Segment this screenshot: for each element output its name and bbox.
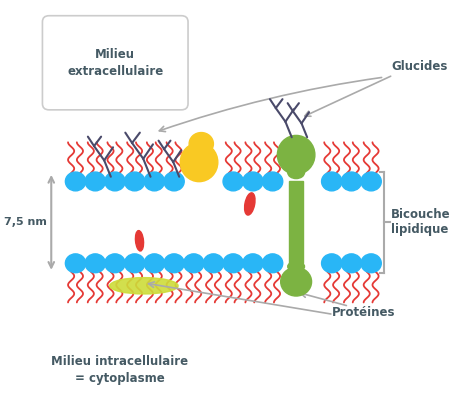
Circle shape xyxy=(321,172,342,191)
Text: Milieu intracellulaire
= cytoplasme: Milieu intracellulaire = cytoplasme xyxy=(51,355,188,385)
Ellipse shape xyxy=(245,193,255,215)
Circle shape xyxy=(361,254,381,273)
Circle shape xyxy=(164,172,184,191)
Text: Glucides: Glucides xyxy=(391,61,447,73)
Circle shape xyxy=(341,254,362,273)
Ellipse shape xyxy=(277,136,315,174)
Ellipse shape xyxy=(281,267,311,296)
Circle shape xyxy=(263,172,283,191)
Circle shape xyxy=(321,254,342,273)
Text: Bicouche
lipidique: Bicouche lipidique xyxy=(391,208,451,236)
Circle shape xyxy=(164,254,184,273)
Ellipse shape xyxy=(136,231,144,251)
Circle shape xyxy=(65,172,86,191)
Ellipse shape xyxy=(109,278,178,294)
Circle shape xyxy=(203,254,224,273)
Ellipse shape xyxy=(180,143,218,182)
Circle shape xyxy=(361,172,381,191)
Circle shape xyxy=(125,172,145,191)
Text: 7,5 nm: 7,5 nm xyxy=(4,218,47,227)
Circle shape xyxy=(105,254,125,273)
Text: Protéines: Protéines xyxy=(331,306,395,319)
Circle shape xyxy=(223,172,243,191)
Circle shape xyxy=(243,172,263,191)
Circle shape xyxy=(144,172,164,191)
Circle shape xyxy=(263,254,283,273)
Ellipse shape xyxy=(288,262,304,272)
FancyBboxPatch shape xyxy=(43,16,188,110)
Circle shape xyxy=(183,254,204,273)
Circle shape xyxy=(243,254,263,273)
Ellipse shape xyxy=(189,133,213,155)
Circle shape xyxy=(144,254,164,273)
Ellipse shape xyxy=(288,166,304,178)
Circle shape xyxy=(85,254,105,273)
Text: Milieu
extracellulaire: Milieu extracellulaire xyxy=(67,48,164,78)
Bar xyxy=(289,181,303,263)
Circle shape xyxy=(223,254,243,273)
Circle shape xyxy=(341,172,362,191)
Circle shape xyxy=(65,254,86,273)
Circle shape xyxy=(105,172,125,191)
Circle shape xyxy=(125,254,145,273)
Circle shape xyxy=(85,172,105,191)
